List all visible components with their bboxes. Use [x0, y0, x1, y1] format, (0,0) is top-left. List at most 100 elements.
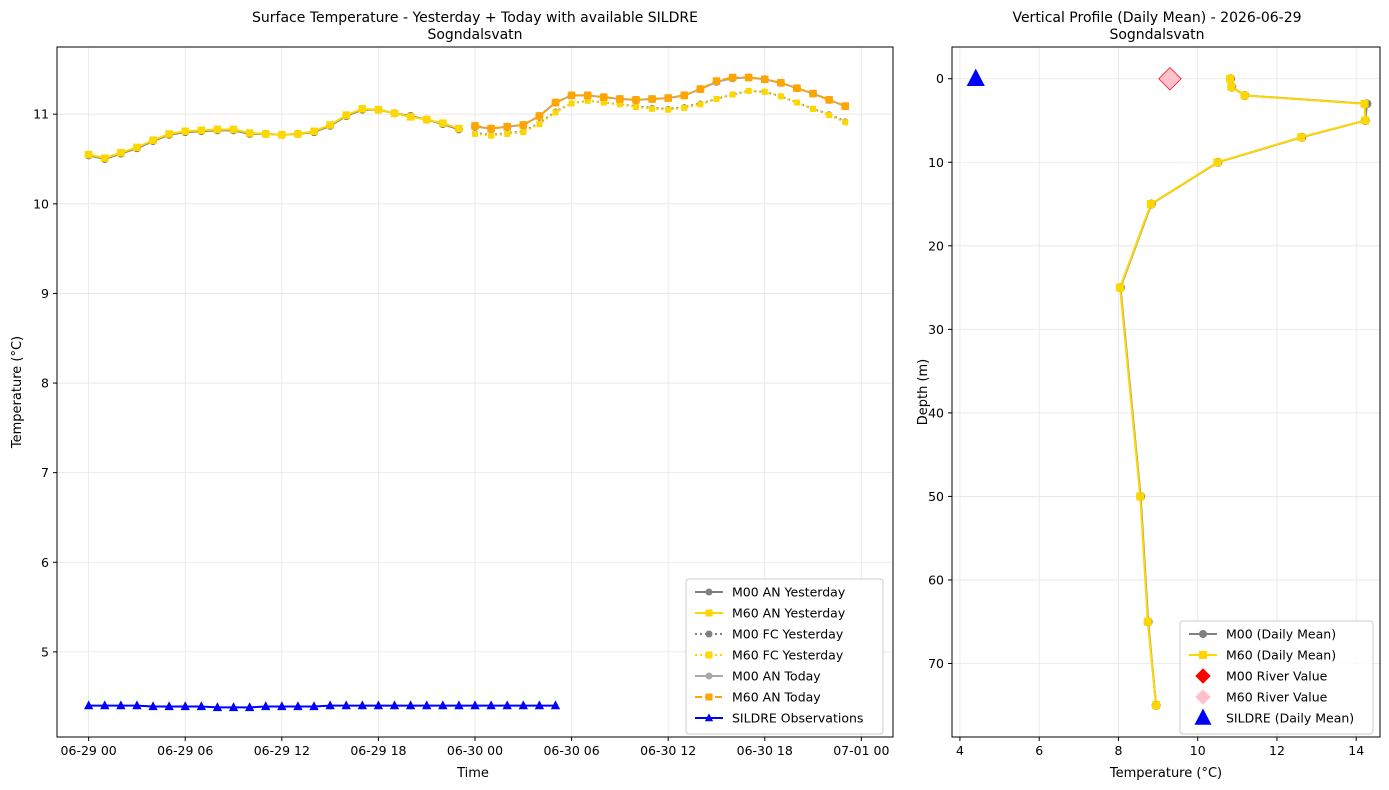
data-point	[504, 130, 511, 137]
x-tick-label: 06-30 18	[737, 743, 793, 758]
legend-label: M60 FC Yesterday	[732, 648, 844, 663]
data-point	[438, 700, 448, 710]
data-point	[1159, 68, 1181, 90]
y-tick-label: 70	[928, 656, 944, 671]
y-tick-label: 10	[928, 155, 944, 170]
legend-swatch-marker	[1199, 630, 1207, 638]
y-tick-label: 8	[41, 376, 49, 391]
data-point	[439, 119, 447, 127]
legend-label: M60 AN Yesterday	[732, 606, 846, 621]
data-point	[777, 79, 785, 87]
data-point	[825, 96, 833, 104]
data-point	[244, 702, 255, 712]
y-tick-label: 40	[928, 405, 944, 420]
data-point	[164, 701, 174, 711]
data-point	[1146, 200, 1155, 209]
data-point	[229, 125, 238, 134]
series-sildre-daily-mean-	[966, 68, 985, 86]
data-point	[342, 111, 350, 119]
legend-swatch-marker	[705, 630, 713, 638]
y-tick-label: 11	[33, 107, 49, 122]
series-m60-an-today	[471, 73, 849, 133]
data-point	[809, 89, 817, 98]
axis-ticks: 06-29 00 06-29 06 06-29 12 06-29 18 06-30 00…	[33, 107, 889, 758]
data-point	[470, 700, 480, 710]
data-point	[966, 68, 985, 86]
series-m60-an-yesterday	[84, 105, 463, 162]
x-tick-label: 14	[1348, 743, 1364, 758]
data-point	[228, 702, 239, 712]
x-axis-label: Temperature (°C)	[1109, 766, 1222, 781]
x-axis-label: Time	[456, 766, 489, 781]
data-point	[518, 700, 528, 710]
x-tick-label: 06-29 00	[61, 743, 117, 758]
data-point	[180, 701, 190, 711]
legend-label: M60 (Daily Mean)	[1226, 648, 1336, 663]
y-tick-label: 7	[41, 465, 49, 480]
data-point	[373, 700, 384, 710]
data-point	[520, 129, 527, 136]
y-tick-label: 60	[928, 572, 944, 587]
y-tick-label: 9	[41, 286, 49, 301]
y-axis-label: Temperature (°C)	[10, 336, 25, 449]
x-tick-label: 06-30 12	[640, 743, 696, 758]
data-point	[745, 87, 752, 94]
data-point	[422, 115, 431, 124]
series-m60-fc-yesterday	[472, 87, 849, 139]
data-point	[534, 700, 545, 710]
data-point	[197, 126, 206, 135]
data-point	[1361, 116, 1370, 125]
data-point	[390, 109, 399, 118]
data-point	[697, 101, 704, 108]
legend-swatch-marker	[1199, 651, 1207, 659]
data-point	[422, 700, 432, 710]
x-tick-label: 6	[1035, 743, 1043, 758]
data-point	[116, 700, 126, 710]
data-point	[665, 106, 672, 113]
data-point	[744, 73, 753, 82]
data-point	[649, 105, 656, 112]
legend-label: M60 River Value	[1226, 690, 1328, 705]
legend-swatch-marker	[705, 609, 713, 617]
data-point	[455, 124, 463, 133]
data-point	[826, 112, 833, 119]
data-point	[810, 105, 817, 112]
data-point	[261, 130, 270, 138]
data-point	[472, 130, 478, 137]
data-point	[245, 129, 254, 137]
chart-subtitle: Sogndalsvatn	[1109, 27, 1204, 43]
data-point	[294, 130, 302, 138]
x-tick-label: 4	[956, 743, 964, 758]
data-point	[1226, 74, 1235, 83]
data-point	[1152, 701, 1161, 710]
data-point	[696, 85, 705, 93]
data-point	[632, 104, 639, 111]
data-point	[842, 119, 849, 126]
data-point	[680, 91, 689, 100]
data-point	[568, 100, 575, 107]
data-point	[325, 700, 335, 710]
data-point	[793, 99, 800, 106]
data-point	[535, 112, 544, 120]
legend-swatch-marker	[1195, 668, 1211, 684]
x-tick-label: 06-29 12	[254, 743, 310, 758]
y-tick-label: 5	[41, 644, 49, 659]
chart-subtitle: Sogndalsvatn	[427, 27, 522, 43]
y-tick-label: 10	[33, 196, 49, 211]
data-point	[487, 124, 495, 133]
series-m60-river-value	[1159, 68, 1181, 90]
data-point	[357, 700, 367, 710]
data-point	[101, 154, 109, 162]
legend-swatch-marker	[705, 588, 713, 596]
legend-label: M00 FC Yesterday	[732, 627, 844, 642]
data-point	[405, 700, 416, 710]
data-point	[83, 700, 94, 710]
data-point	[1143, 617, 1152, 626]
legend-label: SILDRE (Daily Mean)	[1226, 711, 1354, 726]
legend-swatch-marker	[705, 672, 713, 680]
legend-box	[685, 578, 884, 735]
data-point	[761, 75, 769, 84]
surface-temperature-chart: Surface Temperature - Yesterday + Today …	[10, 10, 894, 781]
data-point	[165, 130, 173, 138]
